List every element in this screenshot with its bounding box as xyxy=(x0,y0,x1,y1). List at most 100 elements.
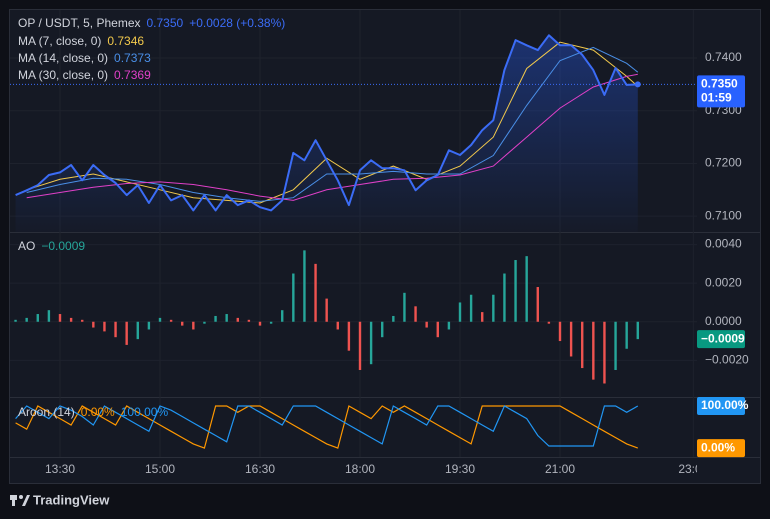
overlay: 0.74000.73000.72000.71000.00400.00200.00… xyxy=(18,16,749,458)
legend-value: −0.0009 xyxy=(41,239,85,253)
x-tick-label: 15:00 xyxy=(145,462,175,476)
ao-bar xyxy=(25,317,28,322)
y-tick-label: 0.7400 xyxy=(705,50,742,64)
ao-bar xyxy=(614,321,617,370)
logo-mark xyxy=(22,495,30,506)
ao-bar xyxy=(503,273,506,322)
pane-title: AO xyxy=(18,239,35,253)
ma-line xyxy=(26,46,639,202)
x-tick-label: 19:30 xyxy=(445,462,475,476)
x-tick-label: 16:30 xyxy=(245,462,275,476)
pane-title: Aroon (14) xyxy=(18,405,75,419)
ao-bar xyxy=(114,321,117,338)
ao-bar xyxy=(203,321,206,324)
brand-name: TradingView xyxy=(33,492,110,507)
ao-bar xyxy=(536,287,539,322)
ao-bar xyxy=(281,310,284,322)
ao-bar xyxy=(58,314,62,322)
ao-bar xyxy=(369,321,373,365)
header-change: +0.0028 (+0.38%) xyxy=(189,16,285,30)
ao-bar xyxy=(481,312,484,322)
ao-bar xyxy=(492,294,495,322)
y-tick-label: 0.0040 xyxy=(705,237,742,251)
legend-name: MA (14, close, 0) xyxy=(18,51,108,65)
y-tick-label: 0.0000 xyxy=(705,314,742,328)
ao-bar xyxy=(147,321,151,330)
ao-bar xyxy=(381,321,384,338)
plot-area: 13:30 15:00 16:30 18:00 19:30 21:00 23:00 xyxy=(10,34,708,476)
y-tick-label: 0.0020 xyxy=(705,275,742,289)
ao-bar xyxy=(214,315,217,322)
price-area xyxy=(15,35,638,232)
ao-bar xyxy=(636,321,639,340)
ao-bar xyxy=(125,321,128,345)
ao-bar xyxy=(258,321,262,326)
last-price-dot xyxy=(634,81,641,88)
ao-bar xyxy=(81,319,84,322)
ao-bar xyxy=(581,321,584,369)
ao-bar xyxy=(314,263,317,322)
ao-label: −0.0009 xyxy=(701,331,745,345)
ao-bar xyxy=(458,302,462,322)
legend-value: 0.7346 xyxy=(107,34,144,48)
logo-mark xyxy=(12,495,15,506)
ao-bar xyxy=(525,256,528,322)
x-tick-label: 18:00 xyxy=(345,462,375,476)
chart-title: OP / USDT, 5, Phemex xyxy=(18,16,141,30)
ao-label-box xyxy=(697,330,745,349)
ao-bar xyxy=(136,321,139,340)
ma-line xyxy=(26,73,638,201)
ao-bar xyxy=(92,321,95,328)
ao-bar xyxy=(36,314,39,322)
aroon-line xyxy=(15,405,639,447)
legend-value: 0.00% xyxy=(81,405,115,419)
legend-name: MA (7, close, 0) xyxy=(18,34,101,48)
price-line xyxy=(15,34,638,212)
ao-bar xyxy=(447,321,451,330)
ao-bar xyxy=(247,319,251,322)
ao-bar xyxy=(603,321,606,384)
aroon-line xyxy=(15,405,639,449)
legend-value: 0.7369 xyxy=(114,68,151,82)
ao-bar xyxy=(192,321,195,330)
ao-bar xyxy=(414,306,417,322)
ao-bar xyxy=(514,260,517,322)
ao-bar xyxy=(269,321,273,324)
y-tick-label: −0.0020 xyxy=(705,353,749,367)
ao-bar xyxy=(158,317,162,322)
x-tick-label: 21:00 xyxy=(545,462,575,476)
ao-bar xyxy=(225,314,228,322)
ao-bar xyxy=(592,321,595,380)
x-tick-label: 23:00 xyxy=(678,462,708,476)
legend-value: 100.00% xyxy=(121,405,169,419)
legend-value: 0.7373 xyxy=(114,51,151,65)
price-label-box xyxy=(697,75,745,108)
aroon-label-box xyxy=(697,439,745,458)
ao-bar xyxy=(336,321,339,330)
ao-bar xyxy=(303,250,306,322)
aroon-label-box xyxy=(697,397,745,416)
header-value: 0.7350 xyxy=(147,16,184,30)
ao-bar xyxy=(392,315,395,322)
ao-bar xyxy=(292,273,295,322)
price-label: 01:59 xyxy=(701,91,732,105)
ao-bar xyxy=(436,321,439,338)
y-tick-label: 0.7200 xyxy=(705,156,742,170)
brand-logo: TradingView xyxy=(10,492,110,507)
ao-bar xyxy=(47,310,51,322)
ao-bar xyxy=(69,317,73,322)
ao-bar xyxy=(103,321,106,332)
legend-name: MA (30, close, 0) xyxy=(18,68,108,82)
y-tick-label: 0.7100 xyxy=(705,208,742,222)
ao-bar xyxy=(347,321,351,351)
ao-bar xyxy=(547,321,551,324)
ao-bar xyxy=(625,321,628,349)
x-tick-label: 13:30 xyxy=(45,462,75,476)
logo-mark xyxy=(19,495,23,499)
ao-bar xyxy=(569,321,573,357)
aroon-label: 0.00% xyxy=(701,440,735,454)
price-label: 0.7350 xyxy=(701,77,738,91)
ao-bar xyxy=(325,298,328,322)
